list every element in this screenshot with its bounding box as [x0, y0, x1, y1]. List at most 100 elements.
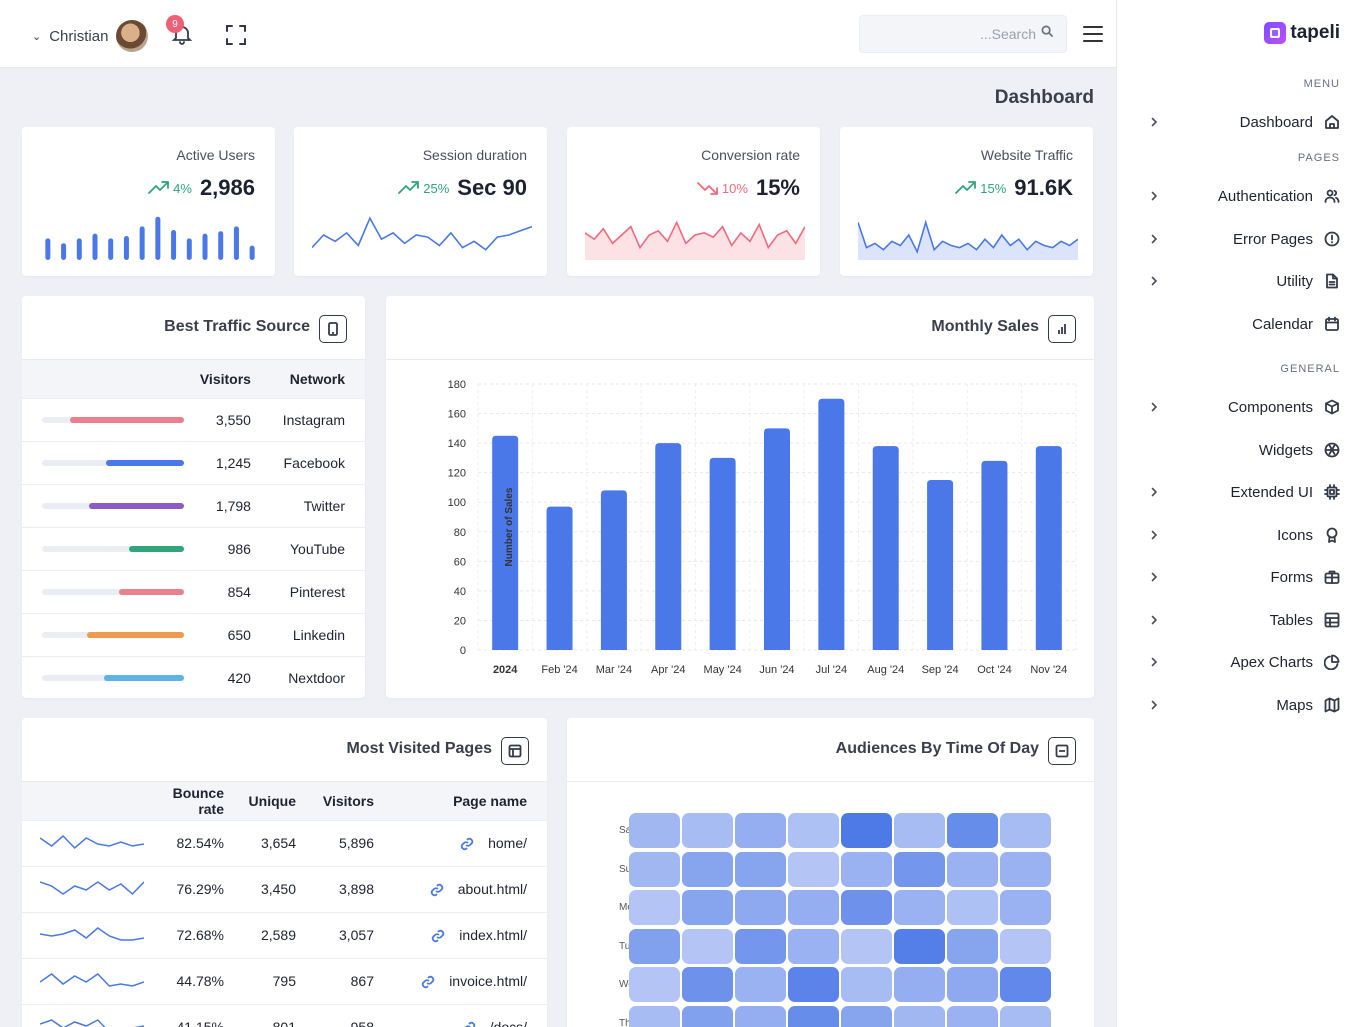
heatmap-cell[interactable]: [788, 1005, 839, 1027]
heatmap-cell[interactable]: [735, 967, 786, 1002]
heatmap-cell[interactable]: [629, 967, 680, 1002]
chevron-right-icon[interactable]: [1149, 569, 1159, 585]
sidebar-item-calendar[interactable]: Calendar: [1117, 306, 1370, 342]
chevron-right-icon[interactable]: [1149, 484, 1159, 500]
heatmap-cell[interactable]: [841, 890, 892, 925]
sales-bar[interactable]: [492, 435, 519, 650]
heatmap-cell[interactable]: [682, 928, 733, 964]
page-name[interactable]: /docs/: [490, 1019, 527, 1027]
tablet-icon[interactable]: [319, 315, 347, 343]
heatmap-cell[interactable]: [735, 890, 786, 925]
sales-bar[interactable]: [818, 398, 845, 650]
page-name-cell[interactable]: index.html/: [394, 911, 547, 958]
menu-toggle-icon[interactable]: [1083, 26, 1103, 42]
heatmap-cell[interactable]: [735, 851, 786, 887]
table-row[interactable]: 76.29% 3,450 3,898 about.html/: [22, 865, 547, 912]
sales-bar[interactable]: [981, 460, 1008, 650]
heatmap-cell[interactable]: [629, 890, 680, 925]
chevron-right-icon[interactable]: [1149, 527, 1159, 543]
page-name-cell[interactable]: about.html/: [394, 865, 547, 912]
heatmap-cell[interactable]: [894, 851, 945, 887]
heatmap-cell[interactable]: [1000, 1005, 1051, 1027]
sidebar-item-utility[interactable]: Utility: [1117, 263, 1370, 299]
sales-bar[interactable]: [709, 457, 736, 650]
sidebar-item-dashboard[interactable]: Dashboard: [1117, 104, 1370, 140]
heatmap-cell[interactable]: [841, 813, 892, 848]
sidebar-item-components[interactable]: Components: [1117, 389, 1370, 425]
search-input[interactable]: [886, 26, 1036, 42]
page-name-cell[interactable]: invoice.html/: [394, 957, 547, 1004]
page-name[interactable]: home/: [488, 834, 527, 851]
sidebar-item-extended-ui[interactable]: Extended UI: [1117, 474, 1370, 510]
heatmap-cell[interactable]: [788, 890, 839, 925]
table-row[interactable]: 82.54% 3,654 5,896 home/: [22, 819, 547, 866]
chevron-right-icon[interactable]: [1149, 273, 1159, 289]
heatmap-cell[interactable]: [947, 928, 998, 964]
heatmap-cell[interactable]: [894, 967, 945, 1002]
search-box[interactable]: [859, 15, 1067, 53]
heatmap-cell[interactable]: [841, 851, 892, 887]
heatmap-cell[interactable]: [682, 813, 733, 848]
heatmap-cell[interactable]: [788, 813, 839, 848]
table-row[interactable]: 3,550 Instagram: [22, 397, 365, 441]
heatmap-cell[interactable]: [788, 967, 839, 1002]
heatmap-cell[interactable]: [735, 1005, 786, 1027]
sidebar-item-maps[interactable]: Maps: [1117, 687, 1370, 723]
sales-bar[interactable]: [764, 428, 790, 650]
table-row[interactable]: 41.15%801958/docs/: [22, 1003, 547, 1027]
table-row[interactable]: 1,798 Twitter: [22, 483, 365, 527]
table-row[interactable]: 1,245 Facebook: [22, 440, 365, 484]
heatmap-cell[interactable]: [735, 928, 786, 964]
table-icon[interactable]: [501, 737, 529, 765]
page-name[interactable]: invoice.html/: [449, 972, 527, 989]
chevron-right-icon[interactable]: [1149, 612, 1159, 628]
sidebar-item-tables[interactable]: Tables: [1117, 602, 1370, 638]
sales-bar[interactable]: [546, 506, 573, 650]
sidebar-item-widgets[interactable]: Widgets: [1117, 432, 1370, 468]
heatmap-cell[interactable]: [894, 1005, 945, 1027]
heatmap-cell[interactable]: [682, 851, 733, 887]
user-menu[interactable]: ⌄ Christian: [32, 20, 149, 52]
page-name[interactable]: index.html/: [459, 926, 527, 943]
heatmap-cell[interactable]: [841, 967, 892, 1002]
heatmap-cell[interactable]: [947, 890, 998, 925]
heatmap-cell[interactable]: [629, 1005, 680, 1027]
chevron-right-icon[interactable]: [1149, 399, 1159, 415]
minus-square-icon[interactable]: [1048, 737, 1076, 765]
table-row[interactable]: 986 YouTube: [22, 526, 365, 570]
sidebar-item-apex-charts[interactable]: Apex Charts: [1117, 644, 1370, 680]
heatmap-cell[interactable]: [682, 967, 733, 1002]
table-row[interactable]: 420 Nextdoor: [22, 655, 365, 698]
search-icon[interactable]: [1041, 25, 1054, 43]
sales-bar[interactable]: [655, 443, 682, 650]
chevron-right-icon[interactable]: [1149, 114, 1159, 130]
heatmap-cell[interactable]: [841, 1005, 892, 1027]
page-name-cell[interactable]: home/: [394, 819, 547, 866]
chevron-right-icon[interactable]: [1149, 697, 1159, 713]
heatmap-cell[interactable]: [629, 928, 680, 964]
heatmap-cell[interactable]: [1000, 890, 1051, 925]
heatmap-cell[interactable]: [788, 928, 839, 964]
sidebar-item-forms[interactable]: Forms: [1117, 559, 1370, 595]
sales-bar[interactable]: [872, 446, 899, 650]
heatmap-cell[interactable]: [1000, 851, 1051, 887]
sales-bar[interactable]: [927, 480, 954, 650]
heatmap-cell[interactable]: [947, 1005, 998, 1027]
heatmap-cell[interactable]: [894, 890, 945, 925]
sidebar-item-authentication[interactable]: Authentication: [1117, 178, 1370, 214]
heatmap-cell[interactable]: [1000, 928, 1051, 964]
chevron-right-icon[interactable]: [1149, 231, 1159, 247]
heatmap-cell[interactable]: [1000, 967, 1051, 1002]
brand[interactable]: tapeli: [1264, 22, 1340, 44]
heatmap-cell[interactable]: [841, 928, 892, 964]
chevron-right-icon[interactable]: [1149, 188, 1159, 204]
heatmap-cell[interactable]: [682, 890, 733, 925]
sales-bar[interactable]: [1035, 446, 1062, 650]
page-name-cell[interactable]: /docs/: [394, 1003, 547, 1027]
heatmap-cell[interactable]: [629, 813, 680, 848]
fullscreen-icon[interactable]: [225, 24, 247, 46]
table-row[interactable]: 44.78% 795 867 invoice.html/: [22, 957, 547, 1004]
heatmap-cell[interactable]: [894, 928, 945, 964]
chevron-right-icon[interactable]: [1149, 654, 1159, 670]
sidebar-item-icons[interactable]: Icons: [1117, 517, 1370, 553]
